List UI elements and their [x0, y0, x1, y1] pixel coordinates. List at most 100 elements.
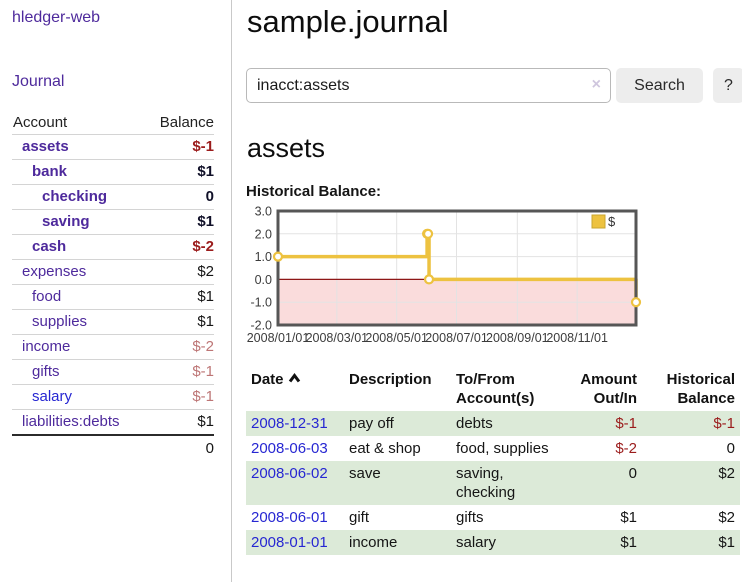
- historical-balance-chart: $3.0 2.0 1.0 0.0 -1.0 -2.02008/01/012008/03/0…: [247, 206, 642, 345]
- account-row: cash $-2: [12, 234, 214, 259]
- accounts-cell: salary: [456, 534, 497, 551]
- search-bar: × Search ?: [246, 68, 742, 103]
- y-tick-label: 2.0: [255, 227, 272, 241]
- amount-cell: $1: [620, 534, 637, 551]
- accounts-table: Account Balance assets $-1 bank $1 checking 0…: [12, 112, 214, 461]
- y-tick-label: -2.0: [250, 319, 272, 333]
- accounts-total-row: 0: [12, 434, 214, 461]
- x-tick-label: 2008/09/01: [486, 331, 549, 345]
- main-content: sample.journal × Search ? assets Histori…: [232, 0, 742, 582]
- sidebar-account-link[interactable]: gifts: [32, 363, 60, 380]
- amount-cell: $-1: [615, 415, 637, 432]
- register-row: 2008-06-01 gift gifts $1 $2: [246, 505, 740, 530]
- x-tick-label: 2008/07/01: [425, 331, 488, 345]
- account-row: liabilities:debts $1: [12, 409, 214, 434]
- sidebar-account-link[interactable]: assets: [22, 138, 69, 155]
- sidebar-account-link[interactable]: bank: [32, 163, 68, 180]
- legend-swatch: [591, 214, 606, 229]
- balance-cell: $1: [718, 534, 735, 551]
- register-row: 2008-12-31 pay off debts $-1 $-1: [246, 411, 740, 436]
- search-button[interactable]: Search: [616, 68, 703, 103]
- search-input-wrapper: ×: [246, 68, 611, 103]
- account-balance: $1: [197, 288, 214, 305]
- amount-cell: $1: [620, 509, 637, 526]
- y-tick-label: 3.0: [255, 206, 272, 219]
- sidebar-account-link[interactable]: expenses: [22, 263, 87, 280]
- help-button[interactable]: ?: [713, 68, 742, 103]
- transaction-date-link[interactable]: 2008-06-02: [251, 465, 328, 482]
- sidebar-account-link[interactable]: food: [32, 288, 62, 305]
- sidebar-account-link[interactable]: salary: [32, 388, 73, 405]
- column-header-description: Description: [349, 371, 432, 388]
- register-table: Date Description To/From Account(s) Amou…: [246, 367, 740, 555]
- account-balance: $-1: [192, 388, 214, 405]
- chart-frame: [276, 209, 638, 327]
- page-title: sample.journal: [247, 4, 449, 39]
- register-rows: 2008-12-31 pay off debts $-1 $-1 2008-06-03 ea…: [246, 411, 740, 555]
- sidebar-account-link[interactable]: checking: [42, 188, 108, 205]
- sidebar-account-link[interactable]: supplies: [32, 313, 88, 330]
- transaction-date-link[interactable]: 2008-01-01: [251, 534, 328, 551]
- account-row: expenses $2: [12, 259, 214, 284]
- x-tick-label: 2008/03/01: [306, 331, 369, 345]
- account-row: assets $-1: [12, 134, 214, 159]
- y-tick-label: 0.0: [255, 273, 272, 287]
- account-balance: 0: [205, 188, 214, 205]
- account-row: gifts $-1: [12, 359, 214, 384]
- description-cell: save: [349, 465, 381, 482]
- transaction-date-link[interactable]: 2008-12-31: [251, 415, 328, 432]
- account-row: saving $1: [12, 209, 214, 234]
- sort-ascending-icon: [288, 373, 300, 383]
- description-cell: gift: [349, 509, 370, 526]
- accounts-cell: food, supplies: [456, 440, 549, 457]
- data-point-marker: [630, 297, 642, 308]
- column-header-date[interactable]: Date: [246, 367, 344, 411]
- amount-cell: 0: [628, 465, 637, 482]
- clear-search-icon[interactable]: ×: [591, 76, 601, 93]
- description-cell: eat & shop: [349, 440, 421, 457]
- account-column-header: Account: [13, 114, 68, 131]
- account-row: salary $-1: [12, 384, 214, 409]
- account-balance: $1: [197, 413, 214, 430]
- column-header-balance: Historical Balance: [666, 371, 735, 407]
- search-input[interactable]: [246, 68, 611, 103]
- sidebar-account-link[interactable]: saving: [42, 213, 90, 230]
- sidebar: hledger-web Journal Account Balance asse…: [0, 0, 232, 582]
- description-cell: pay off: [349, 415, 394, 432]
- sidebar-account-link[interactable]: cash: [32, 238, 67, 255]
- sidebar-account-link[interactable]: income: [22, 338, 71, 355]
- account-row: bank $1: [12, 159, 214, 184]
- chart-label: Historical Balance:: [246, 183, 382, 200]
- account-balance: $1: [197, 163, 214, 180]
- x-tick-label: 2008/01/01: [247, 331, 310, 345]
- transaction-date-link[interactable]: 2008-06-01: [251, 509, 328, 526]
- balance-cell: $2: [718, 465, 735, 482]
- account-balance: $-1: [192, 363, 214, 380]
- account-balance: $1: [197, 313, 214, 330]
- sidebar-item-journal[interactable]: Journal: [12, 73, 65, 90]
- x-tick-label: 2008/11/01: [546, 331, 608, 345]
- account-balance: $-1: [192, 138, 214, 155]
- description-cell: income: [349, 534, 398, 551]
- account-balance: $-2: [192, 238, 214, 255]
- accounts-cell: debts: [456, 415, 493, 432]
- data-point-marker: [423, 274, 435, 285]
- register-row: 2008-06-02 save saving, checking 0 $2: [246, 461, 740, 505]
- accounts-cell: saving, checking: [456, 465, 516, 501]
- accounts-table-header: Account Balance: [12, 112, 214, 134]
- balance-cell: $2: [718, 509, 735, 526]
- data-point-marker: [422, 228, 434, 239]
- account-row: food $1: [12, 284, 214, 309]
- accounts-cell: gifts: [456, 509, 484, 526]
- balance-cell: $-1: [713, 415, 735, 432]
- brand-link[interactable]: hledger-web: [12, 9, 101, 26]
- legend-label: $: [608, 214, 616, 229]
- transaction-date-link[interactable]: 2008-06-03: [251, 440, 328, 457]
- account-balance: $2: [197, 263, 214, 280]
- sidebar-account-link[interactable]: liabilities:debts: [22, 413, 120, 430]
- accounts-total-value: 0: [205, 440, 214, 457]
- balance-column-header: Balance: [159, 114, 214, 131]
- y-tick-label: 1.0: [255, 250, 272, 264]
- sidebar-accounts: assets $-1 bank $1 checking 0 saving $1 cash $-2 e…: [12, 134, 214, 434]
- account-row: income $-2: [12, 334, 214, 359]
